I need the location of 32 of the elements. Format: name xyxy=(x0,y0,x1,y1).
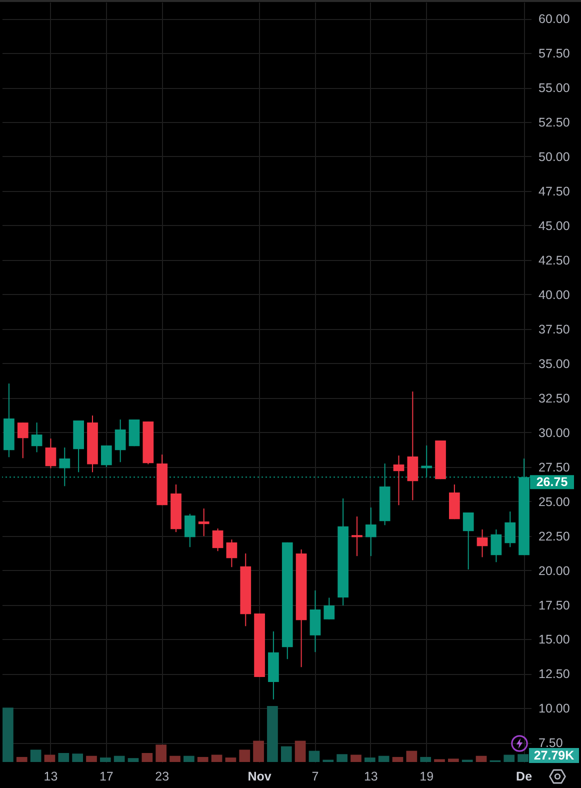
x-tick-label: 13 xyxy=(44,770,58,784)
y-tick-label: 10.00 xyxy=(538,702,570,716)
y-tick-label: 50.00 xyxy=(538,150,570,164)
y-tick-label: 37.50 xyxy=(538,322,570,336)
text: 27.79K xyxy=(534,748,574,762)
ref-line-label: 26.75 xyxy=(536,475,568,490)
y-tick-label: 45.00 xyxy=(538,218,570,233)
y-tick-label: 35.00 xyxy=(538,356,570,371)
y-tick-label: 7.50 xyxy=(538,736,563,750)
y-tick-label: 40.00 xyxy=(538,288,570,302)
x-tick-label: 13 xyxy=(364,770,378,784)
y-tick-label: 42.50 xyxy=(538,253,570,268)
x-tick-label: De xyxy=(516,770,532,784)
y-tick-label: 22.50 xyxy=(538,529,570,544)
y-tick-label: 30.00 xyxy=(538,426,570,440)
y-tick-label: 20.00 xyxy=(538,564,570,578)
y-tick-label: 55.00 xyxy=(538,81,570,96)
x-tick-label: 7 xyxy=(312,770,319,784)
y-tick-label: 17.50 xyxy=(538,598,570,612)
x-tick-label: 19 xyxy=(420,770,434,784)
x-tick-label: 23 xyxy=(155,770,170,784)
y-tick-label: 52.50 xyxy=(538,116,570,130)
x-tick-label: Nov xyxy=(248,770,272,784)
y-tick-label: 60.00 xyxy=(538,12,570,26)
y-tick-label: 15.00 xyxy=(538,632,570,647)
x-tick-label: 17 xyxy=(99,770,114,784)
y-tick-label: 25.00 xyxy=(538,494,570,509)
y-tick-label: 57.50 xyxy=(538,46,570,61)
y-tick-label: 27.50 xyxy=(538,460,570,474)
y-tick-label: 47.50 xyxy=(538,184,570,198)
y-tick-label: 12.50 xyxy=(538,667,570,682)
y-tick-label: 32.50 xyxy=(538,391,570,406)
